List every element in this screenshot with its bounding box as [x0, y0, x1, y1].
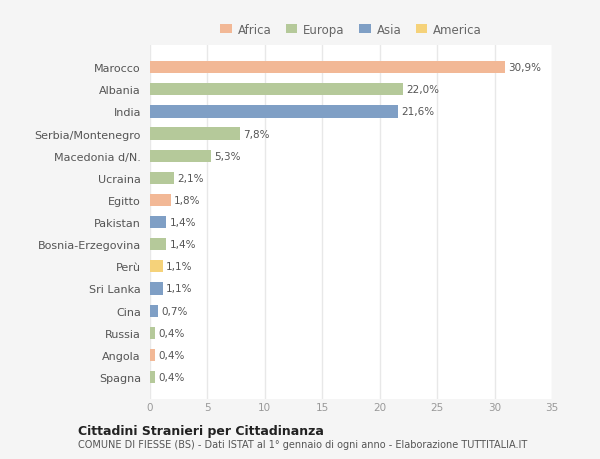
Text: 1,1%: 1,1%	[166, 284, 193, 294]
Bar	[150, 217, 166, 229]
Text: 1,8%: 1,8%	[174, 196, 200, 206]
Bar	[150, 84, 403, 96]
Text: 5,3%: 5,3%	[214, 151, 241, 162]
Bar	[150, 305, 158, 317]
Bar	[150, 128, 239, 140]
Bar	[150, 195, 170, 207]
Text: 1,4%: 1,4%	[170, 218, 196, 228]
Text: 1,1%: 1,1%	[166, 262, 193, 272]
Bar	[150, 261, 163, 273]
Text: 0,7%: 0,7%	[161, 306, 188, 316]
Text: COMUNE DI FIESSE (BS) - Dati ISTAT al 1° gennaio di ogni anno - Elaborazione TUT: COMUNE DI FIESSE (BS) - Dati ISTAT al 1°…	[78, 440, 527, 449]
Text: 2,1%: 2,1%	[178, 174, 204, 184]
Bar	[150, 173, 174, 185]
Legend: Africa, Europa, Asia, America: Africa, Europa, Asia, America	[220, 23, 482, 36]
Text: 0,4%: 0,4%	[158, 350, 184, 360]
Bar	[150, 349, 155, 361]
Text: 21,6%: 21,6%	[401, 107, 434, 117]
Text: 0,4%: 0,4%	[158, 372, 184, 382]
Text: 7,8%: 7,8%	[243, 129, 269, 139]
Text: 22,0%: 22,0%	[406, 85, 439, 95]
Text: 30,9%: 30,9%	[508, 63, 541, 73]
Bar	[150, 327, 155, 339]
Text: Cittadini Stranieri per Cittadinanza: Cittadini Stranieri per Cittadinanza	[78, 424, 324, 437]
Bar	[150, 283, 163, 295]
Text: 1,4%: 1,4%	[170, 240, 196, 250]
Bar	[150, 106, 398, 118]
Bar	[150, 371, 155, 383]
Bar	[150, 62, 505, 74]
Bar	[150, 150, 211, 162]
Bar	[150, 239, 166, 251]
Text: 0,4%: 0,4%	[158, 328, 184, 338]
